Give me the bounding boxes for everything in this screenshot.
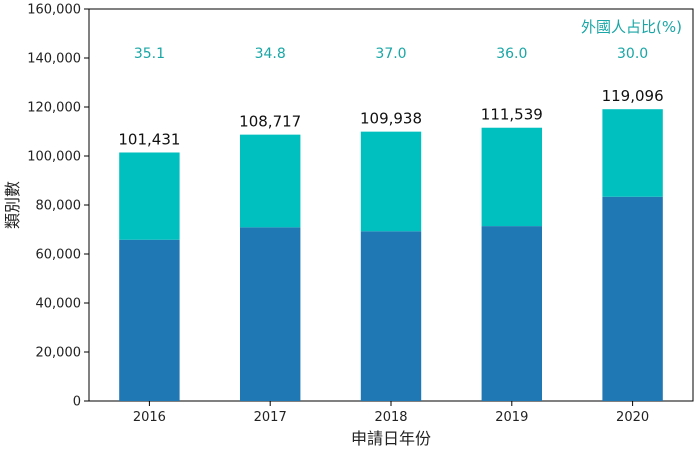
- y-tick-label: 60,000: [36, 248, 82, 263]
- x-tick-label: 2017: [254, 410, 287, 425]
- y-tick-label: 120,000: [27, 101, 81, 116]
- bar-segment-bottom: [119, 239, 180, 401]
- bar-segment-bottom: [360, 231, 422, 401]
- bar-segment-top: [602, 109, 663, 197]
- bar-segment-bottom: [240, 227, 301, 401]
- y-tick-label: 100,000: [27, 150, 81, 165]
- percent-series-title: 外國人占比(%): [581, 18, 682, 36]
- y-tick-label: 20,000: [36, 346, 82, 361]
- bar-total-label: 101,431: [118, 130, 180, 148]
- bar-segment-top: [481, 127, 542, 227]
- y-tick-label: 160,000: [27, 3, 81, 18]
- y-axis: 0 20,000 40,000 60,000 80,000 100,000 120,000 1…: [27, 3, 89, 410]
- bar-total-label: 111,539: [481, 106, 543, 124]
- bar-total-label: 109,938: [360, 110, 422, 128]
- bar-segment-top: [119, 152, 180, 240]
- x-tick-label: 2019: [495, 410, 528, 425]
- x-tick-label: 2020: [616, 410, 649, 425]
- x-axis: 2016 2017 2018 2019 2020: [133, 401, 649, 425]
- bar-total-label: 108,717: [239, 113, 301, 131]
- x-tick-label: 2018: [374, 410, 407, 425]
- y-tick-label: 80,000: [36, 199, 82, 214]
- percent-label: 30.0: [617, 46, 648, 62]
- percent-label: 34.8: [255, 46, 286, 62]
- x-tick-label: 2016: [133, 410, 166, 425]
- x-axis-title: 申請日年份: [351, 429, 431, 448]
- percent-label: 37.0: [375, 46, 406, 62]
- percent-label: 36.0: [496, 46, 527, 62]
- bar-total-label: 119,096: [602, 87, 664, 105]
- bar-segment-bottom: [602, 196, 663, 401]
- data-labels: 101,431 35.1 108,717 34.8 109,938 37.0 111,539…: [118, 46, 663, 148]
- y-axis-title: 類別數: [3, 181, 22, 229]
- y-tick-label: 140,000: [27, 52, 81, 67]
- bar-segment-top: [240, 134, 301, 228]
- bar-segment-top: [360, 131, 422, 232]
- y-tick-label: 0: [73, 395, 81, 410]
- y-tick-label: 40,000: [36, 297, 82, 312]
- bar-segment-bottom: [481, 226, 542, 401]
- percent-label: 35.1: [134, 46, 165, 62]
- bars: [119, 109, 663, 401]
